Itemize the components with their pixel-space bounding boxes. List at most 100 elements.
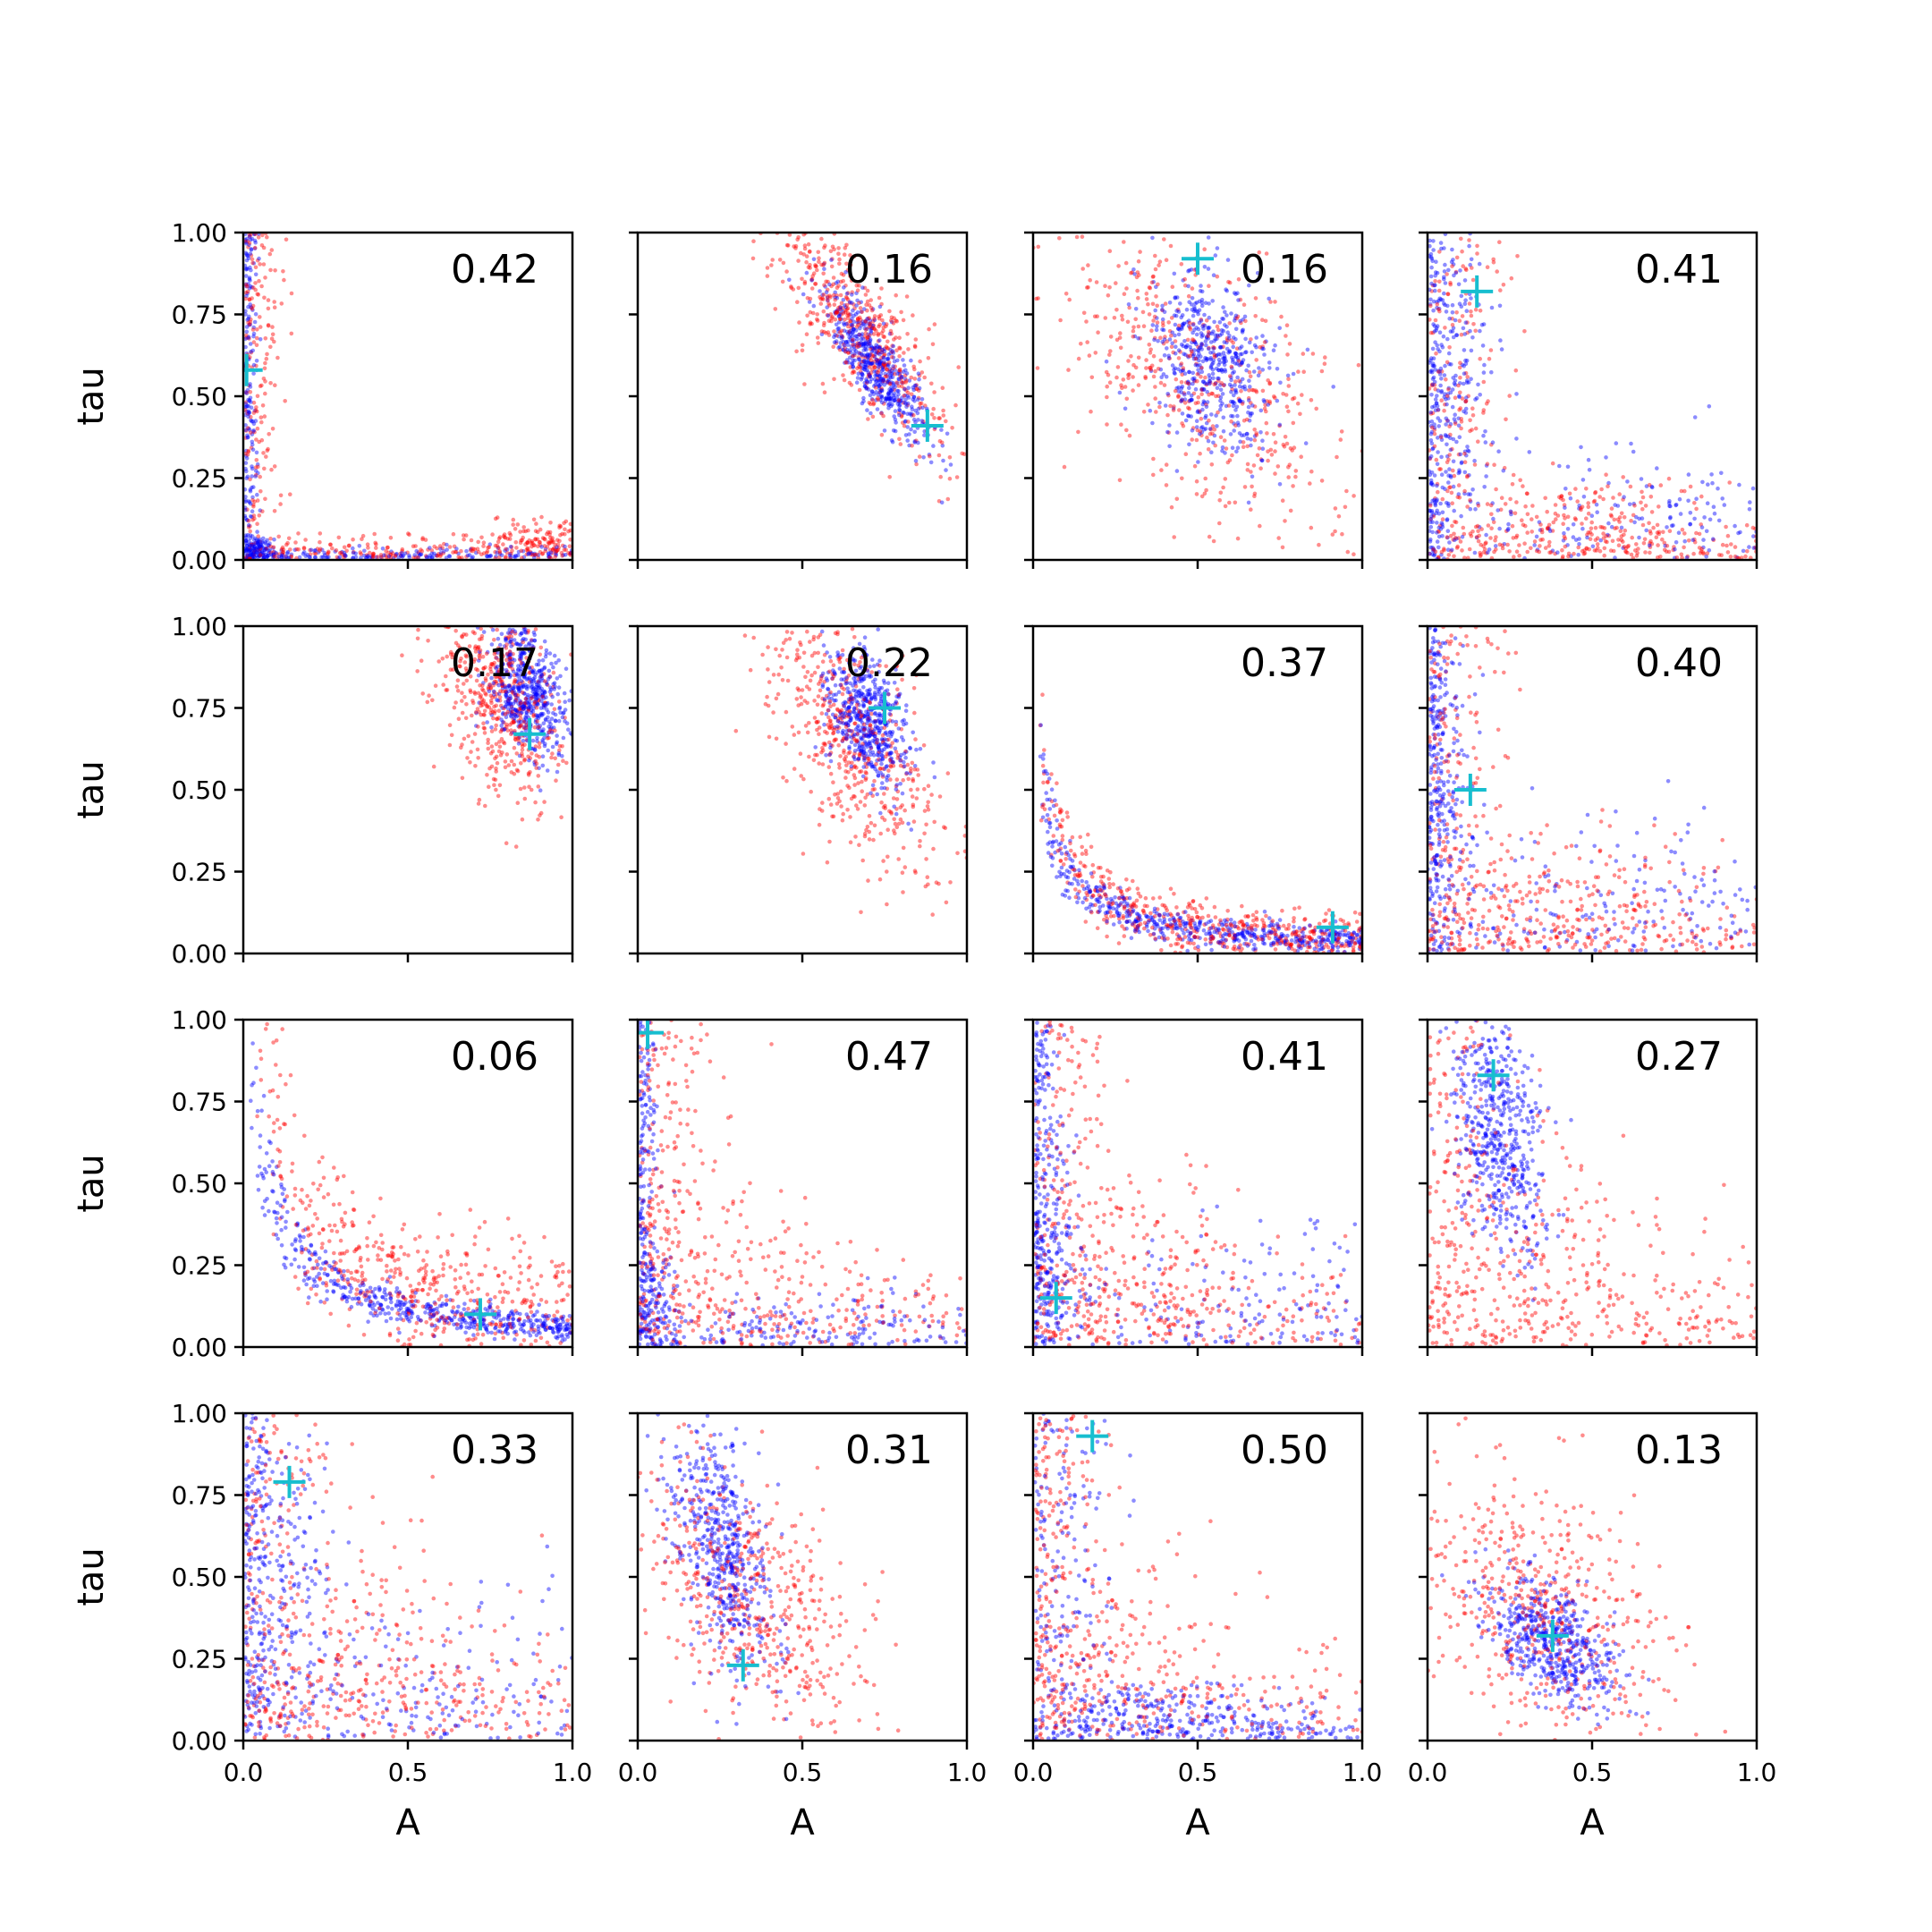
blue-point [1453, 270, 1459, 275]
blue-point [1226, 336, 1232, 341]
blue-point [253, 240, 258, 245]
red-point [1679, 552, 1684, 557]
blue-point [1445, 336, 1450, 342]
red-point [1547, 539, 1552, 545]
red-point [533, 529, 538, 533]
red-point [1592, 548, 1597, 553]
blue-point [906, 395, 911, 400]
blue-point [819, 332, 825, 337]
blue-point [250, 514, 254, 520]
red-point [1114, 337, 1120, 343]
blue-point [1247, 418, 1252, 423]
red-point [476, 724, 480, 729]
blue-point [1237, 398, 1242, 402]
blue-point [506, 683, 512, 689]
blue-point [857, 341, 861, 346]
blue-point [863, 342, 869, 346]
red-point [482, 726, 487, 731]
blue-point [846, 339, 851, 344]
red-point [248, 390, 253, 394]
red-point [461, 533, 466, 538]
blue-point [563, 699, 567, 704]
blue-point [1161, 327, 1166, 333]
red-point [1498, 507, 1504, 513]
blue-point [1639, 477, 1644, 481]
blue-point [890, 375, 895, 380]
blue-point [1167, 444, 1172, 449]
red-point [1253, 296, 1258, 301]
blue-point [1206, 336, 1211, 341]
red-point [1692, 501, 1697, 505]
red-point [1216, 394, 1221, 399]
red-point [1141, 324, 1147, 329]
red-point [904, 388, 909, 394]
blue-point [248, 547, 253, 553]
red-point [1269, 453, 1275, 457]
red-point [1233, 379, 1238, 384]
blue-point [553, 547, 557, 552]
blue-point [1209, 450, 1214, 455]
blue-point [400, 555, 405, 559]
red-point [1509, 510, 1513, 514]
blue-point [1174, 309, 1179, 313]
red-point [487, 545, 491, 549]
red-point [1252, 428, 1257, 432]
blue-point [833, 290, 837, 295]
blue-point [1133, 307, 1139, 311]
blue-point [522, 691, 527, 696]
blue-point [1206, 332, 1211, 337]
blue-point [1571, 522, 1576, 527]
blue-point [1489, 369, 1494, 375]
blue-point [1216, 368, 1222, 373]
blue-point [1489, 305, 1495, 310]
red-point [1634, 542, 1639, 547]
red-point [855, 288, 860, 293]
red-point [1254, 389, 1259, 394]
blue-point [873, 383, 877, 387]
red-point [490, 709, 496, 715]
red-point [1505, 542, 1510, 547]
blue-point [856, 351, 861, 355]
red-point [1241, 418, 1247, 423]
red-point [1224, 336, 1230, 341]
red-point [1602, 553, 1606, 558]
red-point [1180, 421, 1184, 426]
red-point [1153, 253, 1157, 258]
blue-point [1233, 292, 1238, 297]
blue-point [432, 551, 436, 556]
red-point [566, 529, 571, 534]
blue-point [913, 408, 918, 413]
blue-point [1453, 383, 1458, 387]
red-point [518, 786, 523, 792]
blue-point [869, 396, 875, 402]
blue-point [1190, 428, 1195, 433]
blue-point [250, 544, 255, 548]
blue-point [1442, 246, 1446, 250]
red-point [478, 648, 483, 653]
blue-point [1249, 443, 1253, 448]
red-point [904, 294, 910, 299]
red-point [1250, 387, 1255, 393]
red-point [245, 507, 250, 513]
blue-point [832, 340, 837, 345]
red-point [814, 264, 818, 269]
blue-point [538, 684, 542, 689]
blue-point [893, 398, 897, 402]
blue-point [551, 682, 555, 687]
red-point [478, 656, 482, 661]
blue-point [247, 322, 251, 327]
red-point [1212, 352, 1217, 358]
blue-point [889, 319, 894, 325]
red-point [1241, 440, 1246, 445]
red-point [879, 331, 884, 335]
blue-point [244, 555, 249, 560]
blue-point [504, 637, 508, 641]
red-point [494, 754, 499, 759]
blue-point [1576, 553, 1580, 557]
blue-point [254, 538, 259, 542]
red-point [519, 699, 523, 705]
red-point [883, 365, 887, 370]
red-point [465, 756, 470, 760]
red-point [1201, 323, 1206, 327]
red-point [832, 302, 837, 308]
